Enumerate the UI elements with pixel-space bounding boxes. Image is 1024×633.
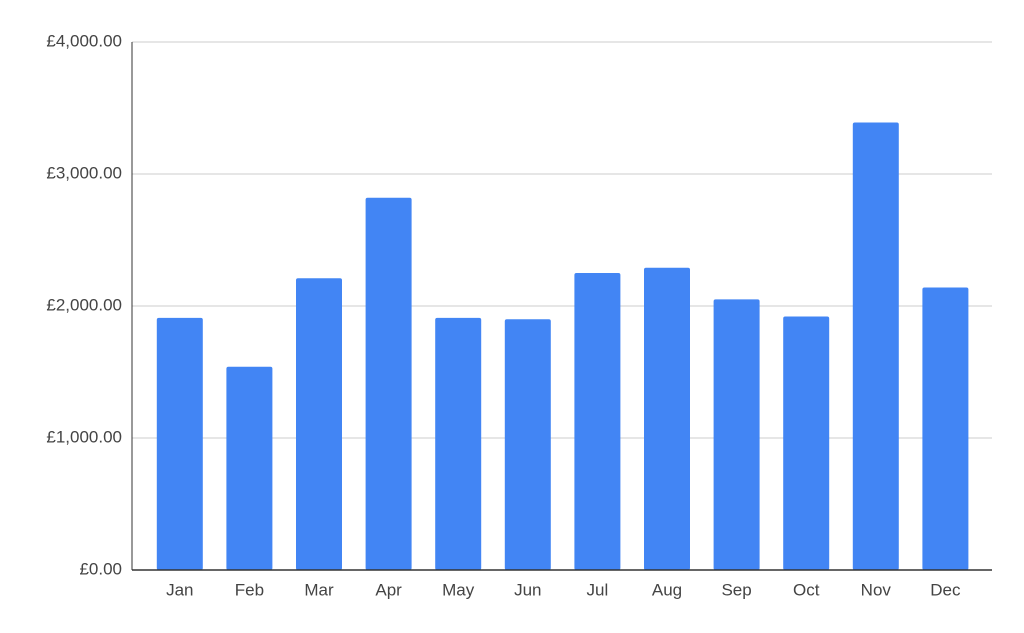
y-tick-label: £1,000.00 xyxy=(46,427,122,446)
bar xyxy=(156,317,203,570)
bar xyxy=(435,317,482,570)
bar xyxy=(226,366,273,570)
x-tick-label: Nov xyxy=(861,580,892,599)
x-tick-label: Jul xyxy=(587,580,609,599)
x-tick-label: Aug xyxy=(652,580,682,599)
y-tick-label: £0.00 xyxy=(79,559,122,578)
x-tick-label: Apr xyxy=(375,580,402,599)
bar xyxy=(574,273,621,570)
x-tick-label: Dec xyxy=(930,580,961,599)
y-tick-label: £3,000.00 xyxy=(46,163,122,182)
x-tick-label: Jun xyxy=(514,580,541,599)
x-tick-label: May xyxy=(442,580,475,599)
bar xyxy=(644,267,690,570)
bar xyxy=(504,319,551,570)
x-tick-label: Mar xyxy=(304,580,334,599)
bar xyxy=(922,287,969,570)
x-tick-label: Feb xyxy=(235,580,264,599)
x-tick-label: Oct xyxy=(793,580,820,599)
bar xyxy=(852,122,899,571)
bar xyxy=(365,197,412,570)
y-tick-label: £4,000.00 xyxy=(46,31,122,50)
y-tick-label: £2,000.00 xyxy=(46,295,122,314)
bar xyxy=(783,316,830,570)
x-tick-label: Sep xyxy=(721,580,751,599)
bar xyxy=(713,299,760,570)
x-tick-label: Jan xyxy=(166,580,193,599)
bar xyxy=(296,278,342,570)
